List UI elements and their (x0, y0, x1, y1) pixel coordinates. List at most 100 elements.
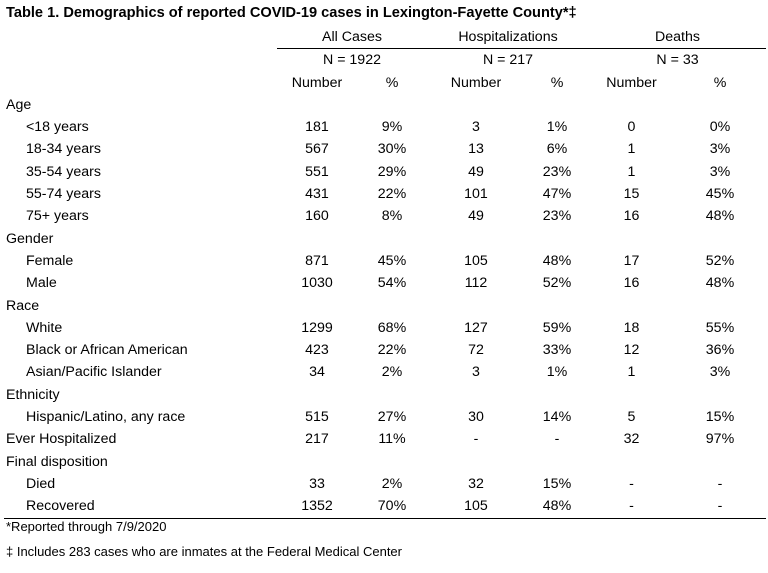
cell-number: 1 (627, 141, 636, 158)
cell-empty (525, 228, 589, 250)
cell-percent: 23% (542, 208, 572, 225)
group-all-cases: All Cases (277, 26, 427, 50)
table-title: Table 1. Demographics of reported COVID-… (6, 5, 577, 21)
cell-empty (277, 451, 357, 473)
table-row: Ever Hospitalized 217 11% - - 32 97% (4, 428, 766, 450)
cell-number: 30 (468, 409, 484, 426)
section-label: Gender (6, 230, 54, 247)
cell-number: 181 (305, 119, 329, 136)
cell-empty (427, 384, 525, 406)
cell-empty (357, 228, 427, 250)
cell-percent: 48% (542, 252, 572, 269)
cell-percent: 47% (542, 186, 572, 203)
cell-percent: 3% (709, 163, 731, 180)
subheader-number: Number (450, 74, 502, 91)
cell-percent: 3% (709, 141, 731, 158)
group-deaths: Deaths (589, 26, 767, 50)
table-row: White 1299 68% 127 59% 18 55% (4, 317, 766, 339)
cell-number: 101 (464, 186, 488, 203)
cell-empty (589, 384, 674, 406)
cell-percent: 23% (542, 163, 572, 180)
cell-percent: 68% (377, 319, 407, 336)
cell-number: 217 (305, 431, 329, 448)
cell-number: - (629, 475, 634, 492)
cell-number: 32 (623, 431, 640, 448)
cell-number: 12 (623, 342, 640, 359)
cell-empty (589, 94, 674, 116)
cell-empty (277, 94, 357, 116)
table-row: Female 871 45% 105 48% 17 52% (4, 250, 766, 272)
cell-percent: 0% (709, 119, 731, 136)
cell-number: 49 (468, 163, 484, 180)
cell-percent: 15% (705, 409, 735, 426)
cell-percent: 2% (381, 475, 403, 492)
table-row: Died 33 2% 32 15% - - (4, 473, 766, 495)
cell-number: 3 (472, 119, 480, 136)
cell-number: 423 (305, 342, 329, 359)
cell-percent: 48% (705, 208, 735, 225)
cell-percent: 9% (381, 119, 403, 136)
cell-number: 1 (627, 163, 636, 180)
section-label: Ethnicity (6, 386, 60, 403)
cell-percent: 33% (542, 342, 572, 359)
footnote-reported-date: *Reported through 7/9/2020 (6, 519, 167, 534)
cell-empty (277, 384, 357, 406)
table-row: 18-34 years 567 30% 13 6% 1 3% (4, 138, 766, 160)
row-label: White (26, 319, 63, 336)
cell-number: 33 (309, 475, 325, 492)
cell-number: 72 (468, 342, 484, 359)
cell-number: 1 (627, 364, 636, 381)
cell-number: 32 (468, 475, 484, 492)
cell-empty (427, 295, 525, 317)
n-all-cases: N = 1922 (323, 52, 381, 69)
cell-number: 871 (305, 252, 329, 269)
table-body: Age <18 years 181 9% 3 1% 0 0% 18-34 years 567 30%… (4, 94, 767, 519)
cell-empty (357, 94, 427, 116)
cell-empty (674, 94, 766, 116)
subheader-number: Number (606, 74, 657, 91)
row-label: Female (26, 252, 74, 269)
subheader-percent: % (713, 74, 727, 91)
cell-percent: 1% (546, 364, 568, 381)
n-header-row: N = 1922 N = 217 N = 33 (4, 49, 766, 72)
cell-number: 160 (305, 208, 329, 225)
row-label: Died (26, 475, 56, 492)
section-label: Age (6, 96, 32, 113)
cell-empty (589, 451, 674, 473)
cell-number: - (473, 431, 479, 448)
cell-empty (427, 228, 525, 250)
cell-empty (525, 384, 589, 406)
cell-percent: 55% (705, 319, 735, 336)
cell-number: 15 (623, 186, 640, 203)
cell-number: 13 (468, 141, 484, 158)
table-row: 55-74 years 431 22% 101 47% 15 45% (4, 183, 766, 205)
section-row: Ethnicity (4, 384, 766, 406)
cell-number: 1299 (301, 319, 333, 336)
cell-number: 16 (623, 208, 640, 225)
cell-empty (674, 384, 766, 406)
row-label: Recovered (4, 495, 277, 519)
cell-percent: 3% (709, 364, 731, 381)
cell-empty (525, 295, 589, 317)
row-label: Ever Hospitalized (6, 431, 117, 448)
cell-number: - (589, 495, 674, 519)
cell-percent: 45% (377, 252, 407, 269)
cell-empty (277, 295, 357, 317)
cell-number: 112 (464, 275, 488, 292)
section-row: Race (4, 295, 766, 317)
cell-empty (589, 295, 674, 317)
cell-percent: 70% (357, 495, 427, 519)
table-row: <18 years 181 9% 3 1% 0 0% (4, 116, 766, 138)
table-row: 75+ years 160 8% 49 23% 16 48% (4, 205, 766, 227)
cell-number: 1352 (277, 495, 357, 519)
cell-empty (674, 451, 766, 473)
cell-percent: 1% (546, 119, 568, 136)
group-header-row: All Cases Hospitalizations Deaths (4, 26, 767, 50)
cell-number: 431 (305, 186, 329, 203)
cell-percent: 36% (705, 342, 735, 359)
cell-empty (525, 94, 589, 116)
cell-number: 127 (464, 319, 488, 336)
cell-empty (525, 451, 589, 473)
row-label: <18 years (26, 119, 89, 136)
n-deaths: N = 33 (656, 52, 699, 69)
